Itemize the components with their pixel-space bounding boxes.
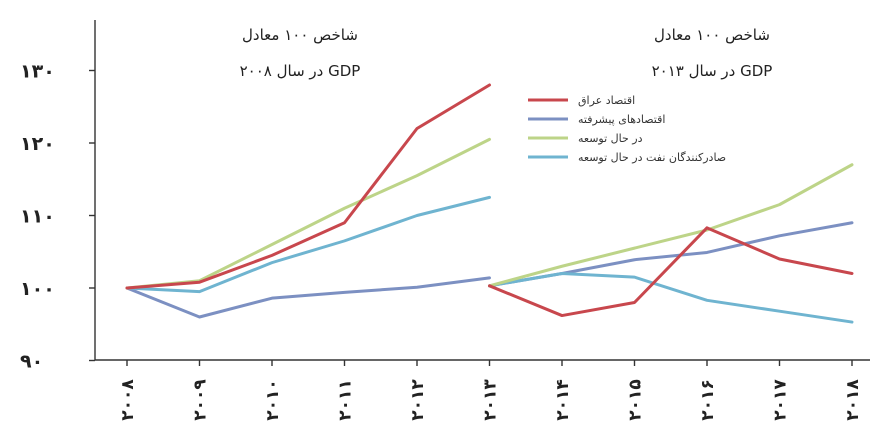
x-tick-label: ۲۰۰۸ (118, 379, 138, 421)
legend-label-1: اقتصاد عراق (578, 94, 635, 107)
x-tick-label: ۲۰۱۷ (771, 379, 791, 421)
x-tick-label: ۲۰۱۴ (553, 379, 573, 421)
series-line-1-segment-1 (125, 83, 491, 290)
series-line-3-segment-2 (488, 163, 854, 288)
y-tick-label: ۱۳۰ (20, 61, 55, 83)
legend-label-4: صادرکنندگان نفت در حال توسعه (578, 151, 726, 164)
axes (94, 20, 870, 361)
x-tick-label: ۲۰۱۶ (698, 379, 718, 421)
x-tick-label: ۲۰۱۱ (336, 379, 356, 421)
x-tick-label: ۲۰۱۲ (408, 379, 428, 421)
x-tick-label: ۲۰۱۰ (263, 379, 283, 421)
series-line-1-segment-2 (488, 226, 854, 318)
annotation-right-line2: GDP در سال ۲۰۱۳ (652, 62, 773, 80)
series-line-4-segment-2 (488, 272, 854, 324)
y-tick-label: ۱۲۰ (20, 133, 55, 155)
annotation-right: شاخص ۱۰۰ معادل GDP در سال ۲۰۱۳ (652, 26, 773, 80)
x-tick-label: ۲۰۱۳ (481, 379, 501, 421)
series-line-3-segment-1 (125, 137, 491, 290)
x-tick-label: ۲۰۰۹ (191, 379, 211, 421)
legend-label-2: اقتصادهای پیشرفته (578, 113, 665, 126)
x-ticks: ۲۰۰۸ ۲۰۰۹ ۲۰۱۰ ۲۰۱۱ ۲۰۱۲ ۲۰۱۳ ۲۰۱۴ ۲۰۱۵ ۲۰۱۶ ۲۰۱۷… (118, 360, 863, 421)
y-tick-label: ۱۰۰ (20, 278, 55, 300)
x-tick-label: ۲۰۱۵ (626, 379, 646, 421)
legend-label-3: در حال توسعه (578, 132, 643, 145)
legend: اقتصاد عراق اقتصادهای پیشرفته در حال توسعه… (528, 94, 726, 164)
y-ticks: ۹۰ ۱۰۰ ۱۱۰ ۱۲۰ ۱۳۰ (20, 61, 95, 373)
annotation-right-line1: شاخص ۱۰۰ معادل (654, 26, 770, 44)
annotation-left-line1: شاخص ۱۰۰ معادل (242, 26, 358, 44)
annotation-left-line2: GDP در سال ۲۰۰۸ (240, 62, 361, 80)
series-line-2-segment-1 (125, 276, 491, 319)
x-tick-label: ۲۰۱۸ (843, 379, 863, 421)
y-tick-label: ۱۱۰ (20, 206, 55, 228)
y-tick-label: ۹۰ (20, 351, 43, 373)
annotation-left: شاخص ۱۰۰ معادل GDP در سال ۲۰۰۸ (240, 26, 361, 80)
series-line-4-segment-1 (125, 195, 491, 294)
series-lines (125, 83, 854, 324)
